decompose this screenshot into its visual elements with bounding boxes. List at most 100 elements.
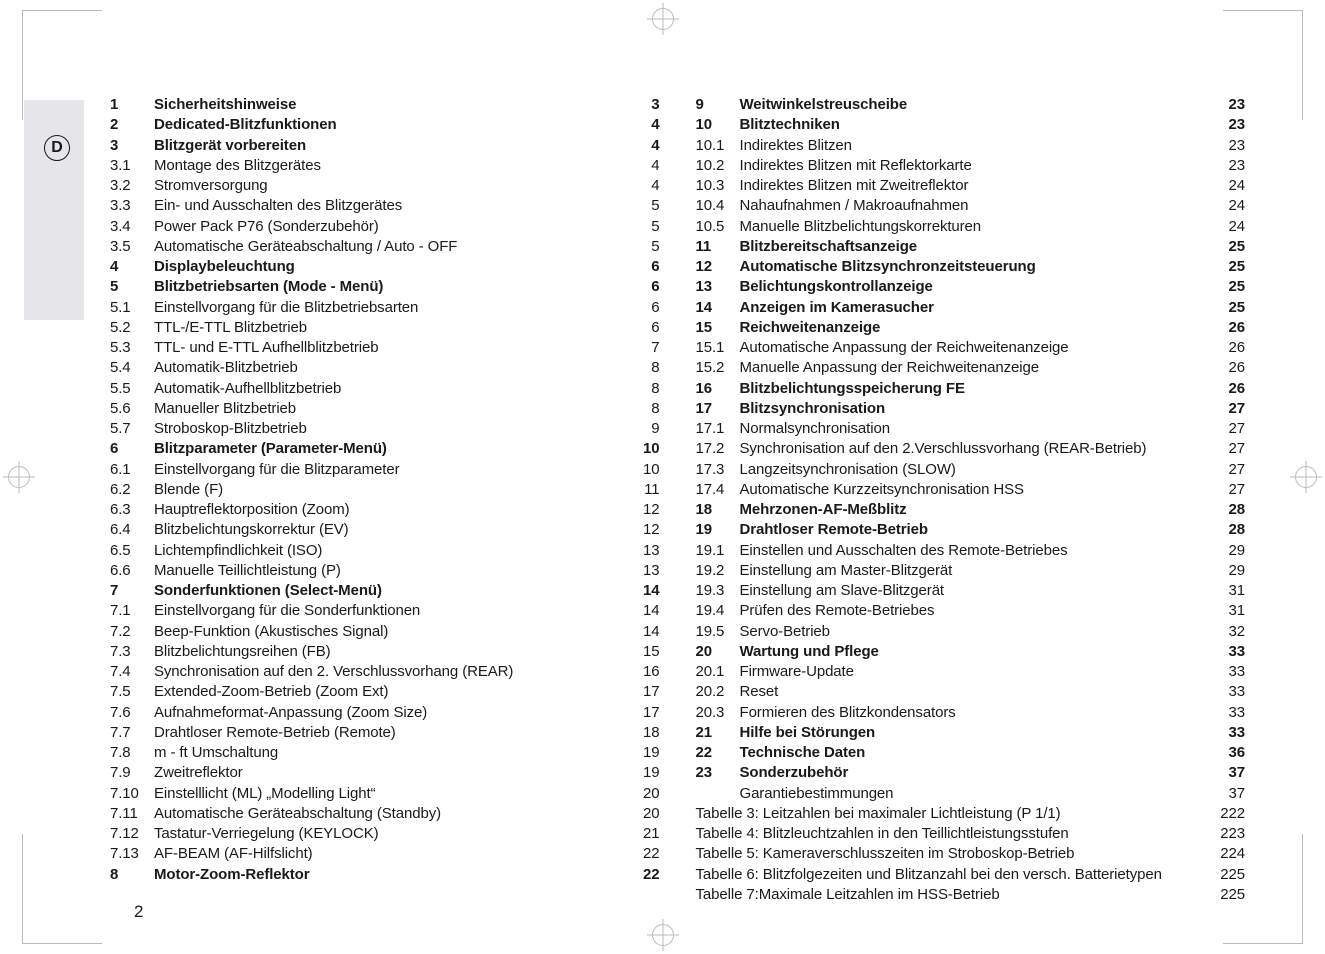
toc-title: Stroboskop-Blitzbetrieb: [154, 419, 307, 439]
toc-row: 6.3Hauptreflektorposition (Zoom)12: [110, 500, 660, 520]
toc-title: Blende (F): [154, 480, 223, 500]
toc-row: 7.10Einstelllicht (ML) „Modelling Light“…: [110, 784, 660, 804]
toc-title: Normalsynchronisation: [740, 419, 890, 439]
toc-row: 5.6Manueller Blitzbetrieb8: [110, 399, 660, 419]
toc-title: Formieren des Blitzkondensators: [740, 703, 956, 723]
toc-title: Automatische Blitzsynchronzeitsteuerung: [740, 257, 1036, 277]
toc-title: Blitzbetriebsarten (Mode - Menü): [154, 277, 383, 297]
toc-title: Lichtempfindlichkeit (ISO): [154, 541, 322, 561]
toc-title: Automatische Geräteabschaltung / Auto - …: [154, 237, 457, 257]
toc-number: 16: [696, 379, 740, 399]
toc-title: Automatische Anpassung der Reichweitenan…: [740, 338, 1069, 358]
toc-title: Technische Daten: [740, 743, 866, 763]
toc-number: 3.4: [110, 217, 154, 237]
toc-page-number: 17: [641, 682, 660, 702]
toc-page-number: 25: [1227, 237, 1246, 257]
toc-row: 10.3Indirektes Blitzen mit Zweitreflekto…: [696, 176, 1246, 196]
toc-row: 7.13AF-BEAM (AF-Hilfslicht)22: [110, 844, 660, 864]
toc-page-number: 5: [649, 196, 659, 216]
toc-page-number: 13: [641, 561, 660, 581]
toc-number: 5.1: [110, 298, 154, 318]
toc-page-number: 24: [1227, 196, 1246, 216]
toc-title: Einstellen und Ausschalten des Remote-Be…: [740, 541, 1068, 561]
toc-number: 5: [110, 277, 154, 297]
toc-row: 6.2Blende (F)11: [110, 480, 660, 500]
toc-title: Hauptreflektorposition (Zoom): [154, 500, 350, 520]
toc-row: 4Displaybeleuchtung 6: [110, 257, 660, 277]
toc-title: Dedicated-Blitzfunktionen: [154, 115, 337, 135]
toc-row: 11Blitzbereitschaftsanzeige25: [696, 237, 1246, 257]
toc-page-number: 26: [1227, 358, 1246, 378]
toc-page-number: 224: [1218, 844, 1245, 864]
toc-page-number: 37: [1227, 784, 1246, 804]
toc-page-number: 22: [641, 844, 660, 864]
registration-mark: [1295, 466, 1317, 488]
toc-title: Mehrzonen-AF-Meßblitz: [740, 500, 907, 520]
toc-title: Reichweitenanzeige: [740, 318, 881, 338]
toc-number: 23: [696, 763, 740, 783]
toc-number: 7.10: [110, 784, 154, 804]
registration-mark: [8, 466, 30, 488]
crop-mark: [22, 834, 102, 944]
toc-number: 7.7: [110, 723, 154, 743]
toc-title: Manuelle Teillichtleistung (P): [154, 561, 341, 581]
toc-number: 19.4: [696, 601, 740, 621]
toc-title: Blitzparameter (Parameter-Menü): [154, 439, 387, 459]
toc-page-number: 26: [1227, 379, 1246, 399]
toc-row: 7.11Automatische Geräteabschaltung (Stan…: [110, 804, 660, 824]
toc-page-number: 27: [1227, 419, 1246, 439]
toc-row: 6.5Lichtempfindlichkeit (ISO)13: [110, 541, 660, 561]
toc-title: Drahtloser Remote-Betrieb: [740, 520, 928, 540]
toc-row: 7.8m - ft Umschaltung19: [110, 743, 660, 763]
toc-number: 10.1: [696, 136, 740, 156]
toc-number: 7.8: [110, 743, 154, 763]
toc-number: 7.4: [110, 662, 154, 682]
toc-row: 7.7Drahtloser Remote-Betrieb (Remote)18: [110, 723, 660, 743]
toc-number: 1: [110, 95, 154, 115]
toc-row: 7Sonderfunktionen (Select-Menü)14: [110, 581, 660, 601]
toc-row: 20.2Reset33: [696, 682, 1246, 702]
toc-row: 3.1Montage des Blitzgerätes4: [110, 156, 660, 176]
toc-page-number: 29: [1227, 541, 1246, 561]
toc-number: 4: [110, 257, 154, 277]
toc-title: Blitztechniken: [740, 115, 840, 135]
toc-title: Reset: [740, 682, 779, 702]
toc-row: 1Sicherheitshinweise3: [110, 95, 660, 115]
toc-page-number: 6: [649, 257, 659, 277]
toc-title: Anzeigen im Kamerasucher: [740, 298, 934, 318]
toc-title: Zweitreflektor: [154, 763, 243, 783]
toc-page-number: 26: [1227, 318, 1246, 338]
toc-number: 7.9: [110, 763, 154, 783]
toc-row: 5.4Automatik-Blitzbetrieb8: [110, 358, 660, 378]
toc-title: Tabelle 6: Blitzfolgezeiten und Blitzanz…: [696, 865, 1162, 885]
toc-page-number: 13: [641, 541, 660, 561]
toc-title: Montage des Blitzgerätes: [154, 156, 321, 176]
toc-page-number: 12: [641, 500, 660, 520]
toc-row: 15.1Automatische Anpassung der Reichweit…: [696, 338, 1246, 358]
toc-title: Hilfe bei Störungen: [740, 723, 876, 743]
toc-page-number: 18: [641, 723, 660, 743]
toc-row: 5.5Automatik-Aufhellblitzbetrieb8: [110, 379, 660, 399]
toc-page-number: 33: [1227, 662, 1246, 682]
toc-number: 15.1: [696, 338, 740, 358]
toc-page-number: 15: [641, 642, 660, 662]
toc-number: 10.5: [696, 217, 740, 237]
toc-number: 8: [110, 865, 154, 885]
toc-title: Manueller Blitzbetrieb: [154, 399, 296, 419]
toc-number: 10.4: [696, 196, 740, 216]
toc-number: 15.2: [696, 358, 740, 378]
toc-number: 20.3: [696, 703, 740, 723]
toc-title: Automatische Kurzzeitsynchronisation HSS: [740, 480, 1024, 500]
toc-title: Stromversorgung: [154, 176, 268, 196]
toc-page-number: 21: [641, 824, 660, 844]
toc-title: Einstellvorgang für die Blitzbetriebsart…: [154, 298, 418, 318]
toc-row: 6.1Einstellvorgang für die Blitzparamete…: [110, 460, 660, 480]
toc-title: Tabelle 4: Blitzleuchtzahlen in den Teil…: [696, 824, 1069, 844]
toc-number: 6.2: [110, 480, 154, 500]
toc-page-number: 19: [641, 763, 660, 783]
toc-row: 7.4Synchronisation auf den 2. Verschluss…: [110, 662, 660, 682]
toc-row: 19.1Einstellen und Ausschalten des Remot…: [696, 541, 1246, 561]
toc-number: 10: [696, 115, 740, 135]
toc-title: m - ft Umschaltung: [154, 743, 278, 763]
toc-title: Displaybeleuchtung: [154, 257, 295, 277]
